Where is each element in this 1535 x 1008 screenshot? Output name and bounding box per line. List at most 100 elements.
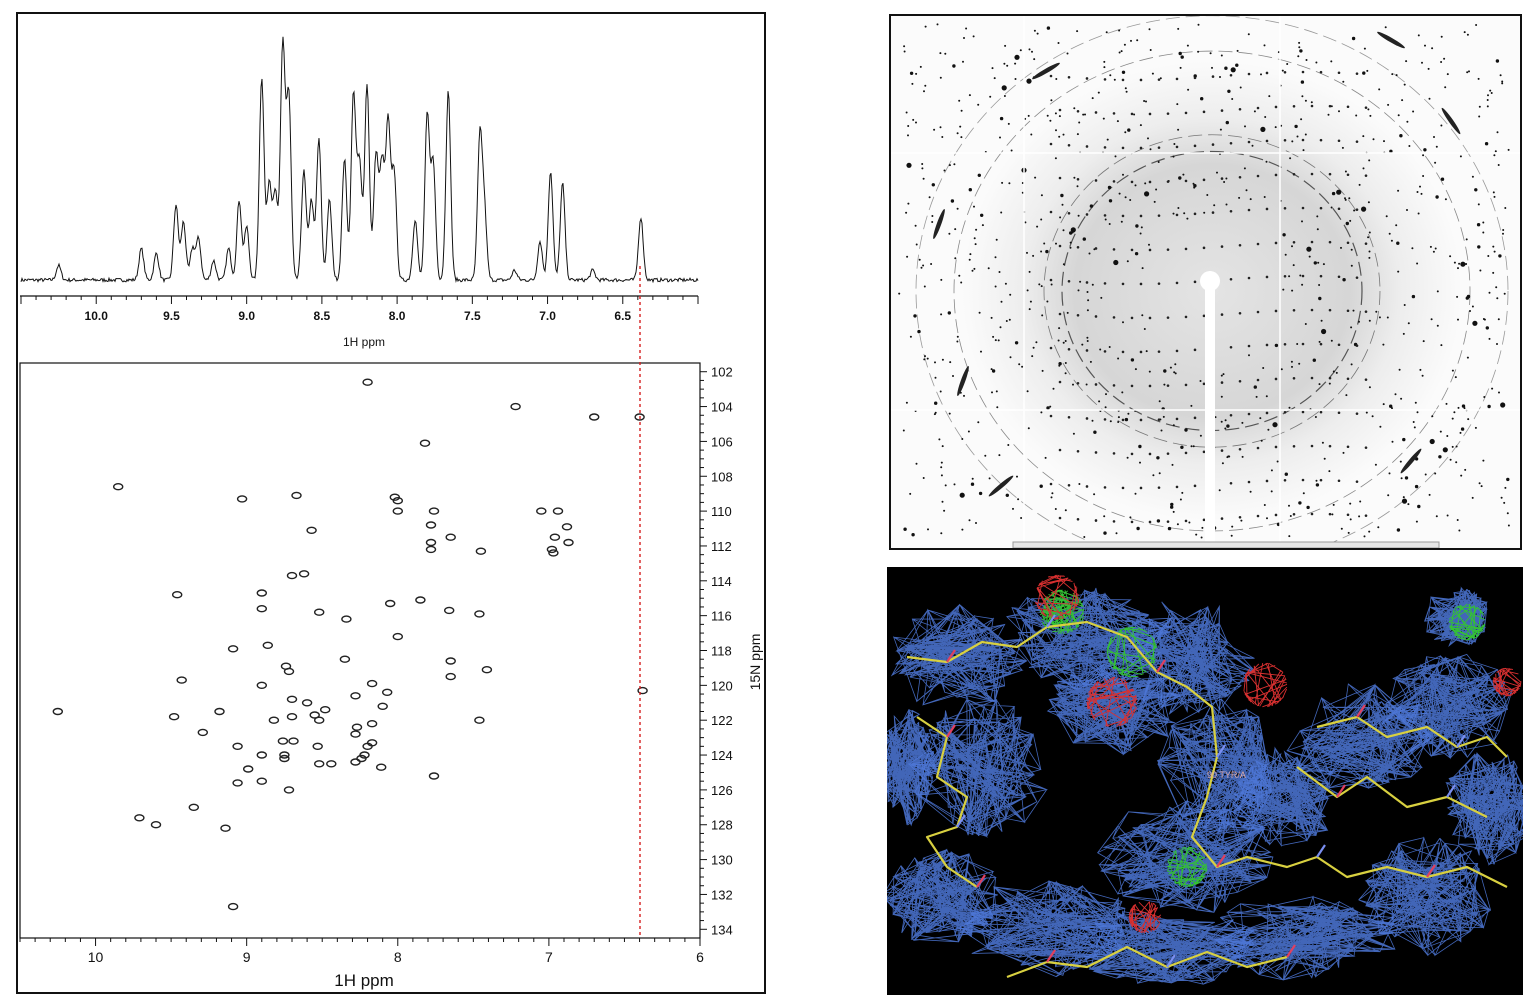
hsqc-peak <box>376 763 387 771</box>
diffraction-spot <box>1355 208 1359 211</box>
diffraction-spot <box>975 228 978 231</box>
diffraction-spot <box>1477 245 1481 249</box>
nmr-chart-svg: 10.0 9.5 9.0 8.5 8.0 7.5 7.0 6.5 1H ppm 10 9 8 7 6 … <box>19 36 763 990</box>
diffraction-spot <box>1440 35 1443 38</box>
diffraction-spot <box>1122 321 1124 324</box>
diffraction-spot <box>903 527 907 531</box>
diffraction-spot <box>1057 339 1060 342</box>
diffraction-spot <box>1241 455 1244 458</box>
diffraction-spot <box>1103 146 1107 149</box>
diffraction-spot <box>1112 112 1116 115</box>
diffraction-spot <box>1130 39 1132 42</box>
diffraction-spot <box>1274 126 1277 129</box>
diffraction-spot <box>956 207 959 210</box>
diffraction-spot <box>1184 383 1188 387</box>
diffraction-spot <box>1367 236 1370 239</box>
diffraction-spot <box>941 136 944 138</box>
diffraction-spot <box>1260 73 1262 76</box>
diffraction-spot <box>1076 133 1079 136</box>
diffraction-spot <box>1364 174 1368 177</box>
diffraction-spot <box>1433 136 1435 138</box>
diffraction-spot <box>1073 176 1076 179</box>
diffraction-spot <box>1059 216 1062 219</box>
diffraction-spot <box>1388 232 1391 235</box>
model-heteroatom-bond <box>1286 944 1296 958</box>
diffraction-spot <box>1482 459 1485 462</box>
diffraction-spot <box>1175 145 1179 149</box>
diffraction-spot <box>1109 420 1112 423</box>
diffraction-spot <box>1175 213 1179 217</box>
diffraction-spot <box>1170 505 1174 509</box>
diffraction-spot <box>1175 485 1179 489</box>
diffraction-spot <box>1498 254 1502 258</box>
diffraction-spot <box>1265 275 1269 279</box>
diffraction-spot <box>1478 482 1481 485</box>
diffraction-spot <box>913 314 917 318</box>
diffraction-spot <box>1126 260 1129 263</box>
diffraction-spot <box>1220 449 1224 452</box>
diffraction-spot <box>1471 496 1474 499</box>
diffraction-spot <box>1315 61 1318 64</box>
diffraction-spot <box>1340 527 1343 530</box>
diffraction-spot <box>1419 185 1421 188</box>
diffraction-spot <box>1008 182 1011 185</box>
diffraction-spot <box>1310 104 1314 108</box>
hsqc-y-tick-label: 106 <box>711 434 733 449</box>
diffraction-spot <box>1330 60 1333 63</box>
diffraction-spot <box>1351 36 1356 41</box>
diffraction-spot <box>1355 72 1359 75</box>
diffraction-spot <box>1298 362 1301 365</box>
diffraction-spot <box>1073 107 1076 110</box>
diffraction-spot <box>1103 66 1106 69</box>
diffraction-spot <box>921 167 924 170</box>
diffraction-spot <box>1338 110 1340 113</box>
diffraction-spot <box>1288 535 1291 538</box>
diffraction-spot <box>1183 212 1186 215</box>
diffraction-spot <box>1174 372 1177 375</box>
diffraction-spot <box>1058 516 1062 520</box>
diffraction-spot <box>1417 504 1421 509</box>
hsqc-peak <box>549 533 561 541</box>
diffraction-spot <box>1363 47 1366 50</box>
diffraction-spot <box>1157 350 1161 353</box>
diffraction-spot <box>1297 55 1300 58</box>
diffraction-spot <box>1024 221 1027 224</box>
diffraction-spot <box>1219 128 1222 131</box>
diffraction-spot <box>936 23 939 26</box>
hsqc-peak <box>298 570 310 578</box>
diffraction-spot <box>1331 513 1334 516</box>
diffraction-spot <box>1064 372 1067 375</box>
diffraction-spot <box>1067 76 1071 79</box>
hsqc-peak <box>220 824 231 832</box>
diffraction-spot <box>1149 49 1152 51</box>
diffraction-spot <box>1121 282 1125 286</box>
diffraction-streak <box>988 475 1014 497</box>
diffraction-spot <box>1256 446 1260 450</box>
diffraction-spot <box>1272 422 1278 428</box>
diffraction-spot <box>956 335 959 338</box>
diffraction-spot <box>1044 456 1047 459</box>
diffraction-spot <box>1148 112 1152 116</box>
diffraction-spot <box>1301 206 1305 210</box>
diffraction-spot <box>1026 251 1028 254</box>
diffraction-spot <box>1000 300 1003 303</box>
hsqc-peak <box>350 730 361 738</box>
diffraction-spot <box>1274 241 1278 245</box>
diffraction-spot <box>1134 184 1137 187</box>
diffraction-spot <box>997 339 1000 342</box>
diffraction-spot <box>991 391 993 394</box>
diffraction-spot <box>1300 80 1305 84</box>
diffraction-spot <box>1453 411 1456 414</box>
diffraction-spot <box>1046 300 1049 303</box>
diffraction-spot <box>952 64 956 68</box>
diffraction-spot <box>1477 203 1480 206</box>
diffraction-spot <box>1318 296 1322 301</box>
diffraction-spot <box>1301 283 1304 286</box>
spectrum-tick-label: 7.0 <box>539 309 556 323</box>
diffraction-spot <box>1284 472 1288 476</box>
diffraction-spot <box>1282 288 1285 291</box>
diffraction-spot <box>1496 343 1498 345</box>
diffraction-spot <box>1238 243 1242 247</box>
diffraction-spot <box>1058 176 1062 180</box>
diffraction-spot <box>1328 308 1332 312</box>
